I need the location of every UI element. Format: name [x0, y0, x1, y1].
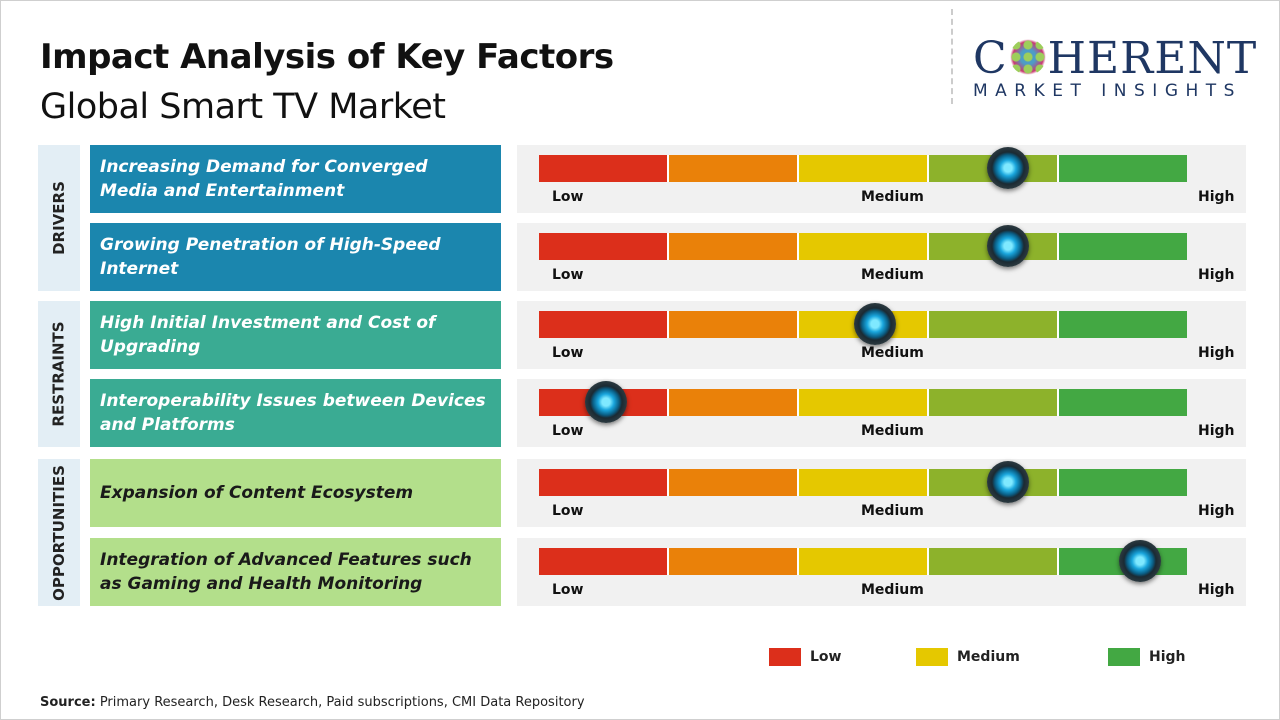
- legend-swatch: [916, 648, 948, 666]
- legend-swatch: [769, 648, 801, 666]
- scale-segment: [669, 155, 799, 182]
- globe-icon: [1009, 39, 1046, 75]
- scale-label-high: High: [1198, 503, 1235, 519]
- impact-gauge: Low Medium High: [517, 301, 1246, 369]
- legend-item: High: [1108, 648, 1186, 666]
- legend-swatch: [1108, 648, 1140, 666]
- scale-segment: [929, 311, 1059, 338]
- logo-tagline: MARKET INSIGHTS: [973, 81, 1242, 101]
- legend-item: Medium: [916, 648, 1020, 666]
- scale-segment: [669, 311, 799, 338]
- scale-label-medium: Medium: [861, 582, 924, 598]
- scale-segment: [669, 469, 799, 496]
- scale-label-low: Low: [552, 582, 584, 598]
- impact-gauge: Low Medium High: [517, 459, 1246, 527]
- page-subtitle: Global Smart TV Market: [40, 87, 446, 127]
- scale-label-medium: Medium: [861, 423, 924, 439]
- logo-letter: C: [973, 33, 1008, 84]
- factor-label: High Initial Investment and Cost of Upgr…: [90, 301, 501, 369]
- impact-marker-icon: [584, 381, 627, 423]
- legend-label: Medium: [957, 649, 1020, 665]
- impact-gauge: Low Medium High: [517, 223, 1246, 291]
- impact-scale-bar: [539, 548, 1187, 575]
- scale-segment: [1059, 469, 1187, 496]
- scale-segment: [1059, 311, 1187, 338]
- scale-segment: [539, 311, 669, 338]
- category-restraints: RESTRAINTS: [38, 301, 80, 447]
- scale-segment: [799, 155, 929, 182]
- scale-label-high: High: [1198, 423, 1235, 439]
- impact-marker-icon: [987, 461, 1030, 503]
- scale-segment: [929, 389, 1059, 416]
- source-note: Source: Primary Research, Desk Research,…: [40, 695, 585, 710]
- impact-scale-bar: [539, 389, 1187, 416]
- scale-label-medium: Medium: [861, 503, 924, 519]
- factor-label: Interoperability Issues between Devices …: [90, 379, 501, 447]
- scale-label-high: High: [1198, 582, 1235, 598]
- scale-segment: [539, 469, 669, 496]
- category-opportunities: OPPORTUNITIES: [38, 459, 80, 606]
- scale-label-low: Low: [552, 189, 584, 205]
- impact-gauge: Low Medium High: [517, 379, 1246, 447]
- page-title: Impact Analysis of Key Factors: [40, 37, 614, 77]
- factor-label: Integration of Advanced Features such as…: [90, 538, 501, 606]
- scale-label-high: High: [1198, 267, 1235, 283]
- impact-marker-icon: [987, 225, 1030, 267]
- coherent-logo: C HERENT MARKET INSIGHTS: [951, 9, 1273, 104]
- logo-wordmark: C HERENT: [973, 33, 1257, 84]
- factor-label: Expansion of Content Ecosystem: [90, 459, 501, 527]
- scale-segment: [799, 389, 929, 416]
- scale-segment: [1059, 389, 1187, 416]
- scale-label-high: High: [1198, 345, 1235, 361]
- scale-label-low: Low: [552, 423, 584, 439]
- impact-gauge: Low Medium High: [517, 145, 1246, 213]
- scale-label-medium: Medium: [861, 189, 924, 205]
- impact-scale-bar: [539, 233, 1187, 260]
- impact-gauge: Low Medium High: [517, 538, 1246, 606]
- scale-label-low: Low: [552, 345, 584, 361]
- scale-label-low: Low: [552, 267, 584, 283]
- category-label: DRIVERS: [50, 181, 69, 255]
- scale-segment: [669, 548, 799, 575]
- legend-item: Low: [769, 648, 841, 666]
- scale-segment: [669, 389, 799, 416]
- impact-scale-bar: [539, 469, 1187, 496]
- scale-segment: [799, 469, 929, 496]
- category-drivers: DRIVERS: [38, 145, 80, 291]
- scale-segment: [799, 233, 929, 260]
- scale-label-medium: Medium: [861, 267, 924, 283]
- scale-segment: [539, 233, 669, 260]
- scale-segment: [799, 548, 929, 575]
- source-text: Primary Research, Desk Research, Paid su…: [95, 695, 585, 710]
- scale-segment: [669, 233, 799, 260]
- scale-segment: [1059, 155, 1187, 182]
- impact-marker-icon: [987, 147, 1030, 189]
- scale-segment: [539, 155, 669, 182]
- impact-marker-icon: [1118, 540, 1161, 582]
- source-label: Source:: [40, 695, 96, 710]
- impact-marker-icon: [854, 303, 897, 345]
- impact-scale-bar: [539, 155, 1187, 182]
- category-label: RESTRAINTS: [50, 321, 69, 427]
- scale-segment: [929, 548, 1059, 575]
- scale-label-low: Low: [552, 503, 584, 519]
- category-label: OPPORTUNITIES: [50, 464, 68, 601]
- scale-label-high: High: [1198, 189, 1235, 205]
- legend-label: Low: [810, 649, 842, 665]
- logo-letters: HERENT: [1047, 33, 1258, 84]
- legend-label: High: [1149, 649, 1186, 665]
- scale-label-medium: Medium: [861, 345, 924, 361]
- scale-segment: [539, 548, 669, 575]
- factor-label: Growing Penetration of High-Speed Intern…: [90, 223, 501, 291]
- scale-segment: [1059, 233, 1187, 260]
- factor-label: Increasing Demand for Converged Media an…: [90, 145, 501, 213]
